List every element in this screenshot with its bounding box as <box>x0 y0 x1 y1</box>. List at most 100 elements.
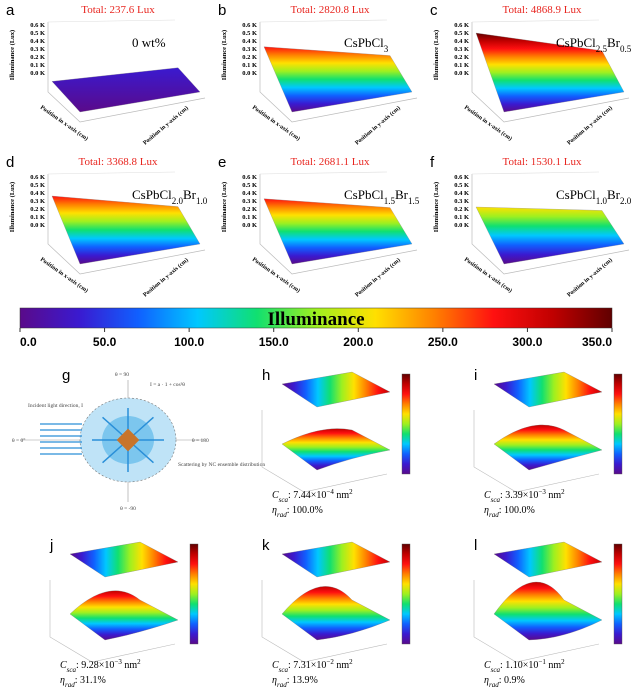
z-tick-label: 0.3 K <box>30 198 45 205</box>
axis-frame <box>261 410 388 493</box>
panel-letter: i <box>474 367 477 384</box>
label-part: : 7.44×10 <box>288 490 326 501</box>
label-part: sca <box>491 666 501 674</box>
label-part: C <box>272 490 279 501</box>
label-part: η <box>272 675 277 686</box>
z-tick-label: 0.5 K <box>454 30 469 37</box>
y-axis-label: Position in y-axis (cm) <box>142 105 190 147</box>
panel-letter: e <box>218 154 226 171</box>
z-tick-label: 0.2 K <box>454 54 469 61</box>
label-part: : 3.39×10 <box>500 490 538 501</box>
panel-total: Total: 2681.1 Lux <box>291 156 370 168</box>
composition-part: 1.5 <box>408 196 420 206</box>
z-tick-label: 0.5 K <box>30 30 45 37</box>
efficiency-label: ηrad: 100.0% <box>272 505 323 519</box>
colorbar-tick-label: 100.0 <box>174 335 204 349</box>
z-tick-label: 0.6 K <box>30 22 45 29</box>
axis-frame <box>471 171 600 175</box>
label-part: −2 <box>326 658 334 666</box>
scattering-surface <box>69 541 179 578</box>
axis-frame <box>47 171 176 175</box>
label-part: : 31.1% <box>75 675 106 686</box>
mini-colorbar <box>189 543 199 645</box>
panel-letter: l <box>474 537 477 554</box>
z-tick-label: 0.2 K <box>454 206 469 213</box>
z-tick-label: 0.6 K <box>242 174 257 181</box>
z-axis-label: Illuminance (Lux) <box>221 30 228 80</box>
panel-letter: b <box>218 2 226 19</box>
scattering-surface <box>493 581 603 641</box>
z-tick-label: 0.6 K <box>242 22 257 29</box>
cross-section-label: Csca: 7.44×10−4 nm2 <box>272 488 353 504</box>
panel-total: Total: 4868.9 Lux <box>503 4 582 16</box>
colorbar-tick-label: 350.0 <box>582 335 612 349</box>
label-part: : 13.9% <box>287 675 318 686</box>
label-part: 2 <box>349 658 353 666</box>
label-part: nm <box>546 490 562 501</box>
scattering-surface <box>281 541 391 578</box>
z-tick-label: 0.6 K <box>30 174 45 181</box>
label-part: nm <box>334 660 350 671</box>
cross-section-label: Csca: 7.31×10−2 nm2 <box>272 658 353 674</box>
axis-frame <box>259 22 418 123</box>
y-axis-label: Position in y-axis (cm) <box>354 105 402 147</box>
composition-part: 2.5 <box>596 44 608 54</box>
label-part: : 9.28×10 <box>76 660 114 671</box>
label-part: nm <box>546 660 562 671</box>
z-tick-label: 0.2 K <box>242 206 257 213</box>
z-axis-label: Illuminance (Lux) <box>433 30 440 80</box>
panel-total: Total: 2820.8 Lux <box>291 4 370 16</box>
scattering-surface <box>493 371 603 408</box>
illuminance-surface <box>263 198 413 265</box>
label-part: : 0.9% <box>499 675 525 686</box>
composition-part: 3 <box>384 44 389 54</box>
composition-part: 0.5 <box>620 44 632 54</box>
panel-letter: f <box>430 154 435 171</box>
z-tick-label: 0.0 K <box>454 222 469 229</box>
z-tick-label: 0.5 K <box>30 182 45 189</box>
label-part: rad <box>65 681 75 689</box>
colorbar <box>19 307 613 329</box>
composition-label: CsPbCl2.0Br1.0 <box>132 187 208 206</box>
z-axis-label: Illuminance (Lux) <box>9 30 16 80</box>
diagram-label: θ = 180 <box>192 438 209 444</box>
label-part: −3 <box>114 658 122 666</box>
cross-section-label: Csca: 3.39×10−3 nm2 <box>484 488 565 504</box>
z-tick-label: 0.2 K <box>30 206 45 213</box>
illuminance-surface <box>475 206 625 265</box>
label-part: −4 <box>326 488 334 496</box>
z-tick-label: 0.4 K <box>454 190 469 197</box>
efficiency-label: ηrad: 0.9% <box>484 675 525 689</box>
label-part: 2 <box>561 488 565 496</box>
composition-part: CsPbCl <box>344 187 384 202</box>
label-part: rad <box>277 511 287 519</box>
cross-section-label: Csca: 9.28×10−3 nm2 <box>60 658 141 674</box>
label-part: rad <box>277 681 287 689</box>
z-tick-label: 0.4 K <box>30 38 45 45</box>
composition-part: CsPbCl <box>344 35 384 50</box>
z-tick-label: 0.3 K <box>454 198 469 205</box>
composition-part: CsPbCl <box>132 187 172 202</box>
z-tick-label: 0.1 K <box>30 214 45 221</box>
colorbar-tick-label: 0.0 <box>20 335 37 349</box>
z-tick-label: 0.3 K <box>242 46 257 53</box>
panel-letter: d <box>6 154 14 171</box>
axis-frame <box>471 174 630 275</box>
axis-frame <box>471 19 600 23</box>
label-part: C <box>60 660 67 671</box>
scattering-surface <box>493 424 603 471</box>
z-tick-label: 0.0 K <box>454 70 469 77</box>
z-tick-label: 0.3 K <box>30 46 45 53</box>
composition-label: CsPbCl1.0Br2.0 <box>556 187 632 206</box>
z-tick-label: 0.0 K <box>242 70 257 77</box>
composition-part: 1.0 <box>196 196 208 206</box>
z-axis-label: Illuminance (Lux) <box>221 182 228 232</box>
scattering-surface <box>281 371 391 408</box>
label-part: C <box>484 660 491 671</box>
mini-colorbar <box>613 373 623 475</box>
label-part: 2 <box>561 658 565 666</box>
y-axis-label: Position in y-axis (cm) <box>354 257 402 299</box>
label-part: rad <box>489 511 499 519</box>
z-tick-label: 0.4 K <box>242 190 257 197</box>
label-part: sca <box>491 496 501 504</box>
